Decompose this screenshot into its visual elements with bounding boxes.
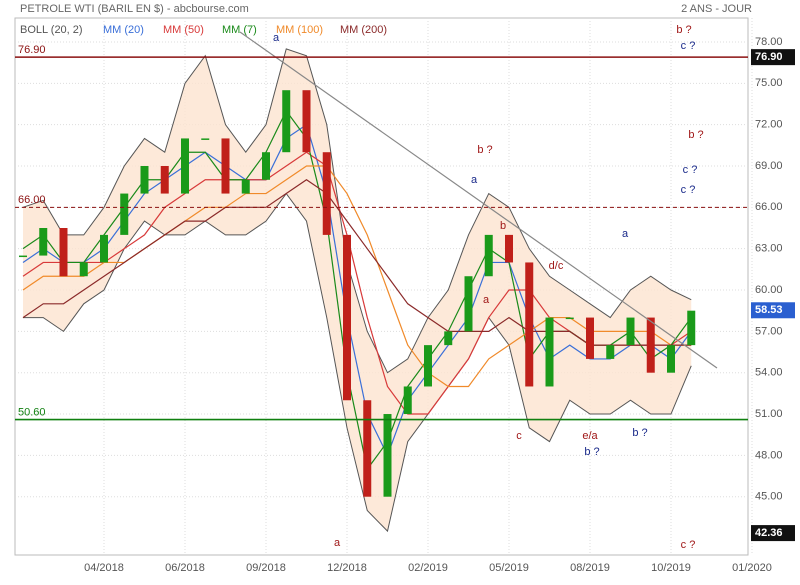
price-tag: [751, 525, 795, 542]
wave-label: a: [334, 537, 341, 549]
price-tag-label: 58.53: [755, 304, 783, 316]
candle: [646, 317, 655, 373]
period-label: 2 ANS - JOUR: [681, 3, 752, 15]
candle: [302, 90, 311, 153]
candle: [565, 317, 574, 320]
y-tick-label: 45.00: [755, 491, 783, 503]
candle: [120, 193, 129, 235]
legend-entry: MM (20): [103, 24, 144, 36]
price-tag-label: 76.90: [755, 51, 783, 63]
legend-entry: MM (100): [276, 24, 323, 36]
price-tag: [751, 49, 795, 66]
legend-entry: BOLL (20, 2): [20, 24, 83, 36]
candle: [687, 310, 696, 346]
legend-entry: MM (200): [340, 24, 387, 36]
y-tick-label: 69.00: [755, 160, 783, 172]
candle: [626, 317, 635, 346]
candle: [322, 152, 331, 235]
candle: [160, 165, 169, 194]
legend-entry: MM (50): [163, 24, 204, 36]
wave-label: b ?: [676, 24, 691, 36]
wave-label: c ?: [681, 539, 696, 551]
y-tick-label: 78.00: [755, 36, 783, 48]
wave-label: c ?: [681, 40, 696, 52]
candle: [424, 345, 432, 387]
wave-label: b ?: [688, 129, 703, 141]
level-label: 76.90: [18, 44, 46, 56]
band-upper: [22, 48, 692, 374]
candle: [545, 317, 554, 387]
candle: [363, 400, 372, 497]
candle: [444, 331, 453, 346]
candle: [403, 386, 412, 415]
x-tick-label: 05/2019: [489, 562, 529, 574]
wave-label: a: [471, 174, 478, 186]
candle: [19, 255, 27, 258]
wave-label: a: [483, 294, 490, 306]
wave-label: b ?: [477, 144, 492, 156]
candle: [140, 165, 149, 194]
candle: [484, 234, 493, 277]
candle: [667, 345, 675, 373]
candle: [606, 345, 615, 359]
x-tick-label: 02/2019: [408, 562, 448, 574]
legend-entry: MM (7): [222, 24, 257, 36]
y-tick-label: 72.00: [755, 119, 783, 131]
x-tick-label: 06/2018: [165, 562, 205, 574]
y-tick-label: 48.00: [755, 449, 783, 461]
candle: [39, 228, 48, 256]
candle: [100, 234, 108, 263]
x-tick-label: 08/2019: [570, 562, 610, 574]
candle: [79, 262, 88, 277]
wave-label: d/c: [549, 260, 564, 272]
candle: [586, 317, 594, 359]
candle: [181, 138, 189, 194]
candle: [464, 276, 473, 332]
candle: [343, 234, 351, 401]
x-tick-label: 10/2019: [651, 562, 691, 574]
x-tick-label: 09/2018: [246, 562, 286, 574]
x-tick-label: 04/2018: [84, 562, 124, 574]
candle: [282, 90, 291, 153]
candle: [262, 152, 270, 180]
candle: [383, 414, 392, 497]
candle: [241, 179, 250, 194]
level-label: 66.00: [18, 194, 46, 206]
trend-line: [239, 31, 718, 369]
wave-label: b: [500, 220, 506, 232]
band-lower: [23, 192, 692, 533]
wave-label: c: [516, 430, 522, 442]
x-tick-label: 12/2018: [327, 562, 367, 574]
wave-label: e/a: [582, 430, 598, 442]
y-tick-label: 54.00: [755, 367, 783, 379]
y-tick-label: 51.00: [755, 408, 783, 420]
y-tick-label: 60.00: [755, 284, 783, 296]
candle: [59, 228, 68, 277]
wave-label: b ?: [584, 446, 599, 458]
y-tick-label: 66.00: [755, 201, 783, 213]
wave-label: a: [622, 228, 629, 240]
y-tick-label: 63.00: [755, 243, 783, 255]
x-tick-label: 01/2020: [732, 562, 772, 574]
chart-title: PETROLE WTI (BARIL EN $) - abcbourse.com: [20, 3, 249, 15]
price-tag: [751, 302, 795, 319]
price-tag-label: 42.36: [755, 527, 783, 539]
plot: [19, 48, 696, 533]
wave-label: a: [273, 32, 280, 44]
wave-label: c ?: [683, 164, 698, 176]
y-tick-label: 57.00: [755, 325, 783, 337]
wave-label: b ?: [632, 427, 647, 439]
moving-average: [22, 179, 692, 346]
candle: [201, 138, 210, 140]
level-label: 50.60: [18, 406, 46, 418]
candle: [525, 262, 534, 387]
wave-label: c ?: [681, 184, 696, 196]
y-tick-label: 75.00: [755, 77, 783, 89]
candle: [505, 234, 513, 263]
candle: [221, 138, 230, 194]
overlay: 76.90 66.00 50.60 76.90 58.53 42.36 BOLL (20, …: [15, 24, 795, 551]
band-fill: [23, 48, 692, 532]
